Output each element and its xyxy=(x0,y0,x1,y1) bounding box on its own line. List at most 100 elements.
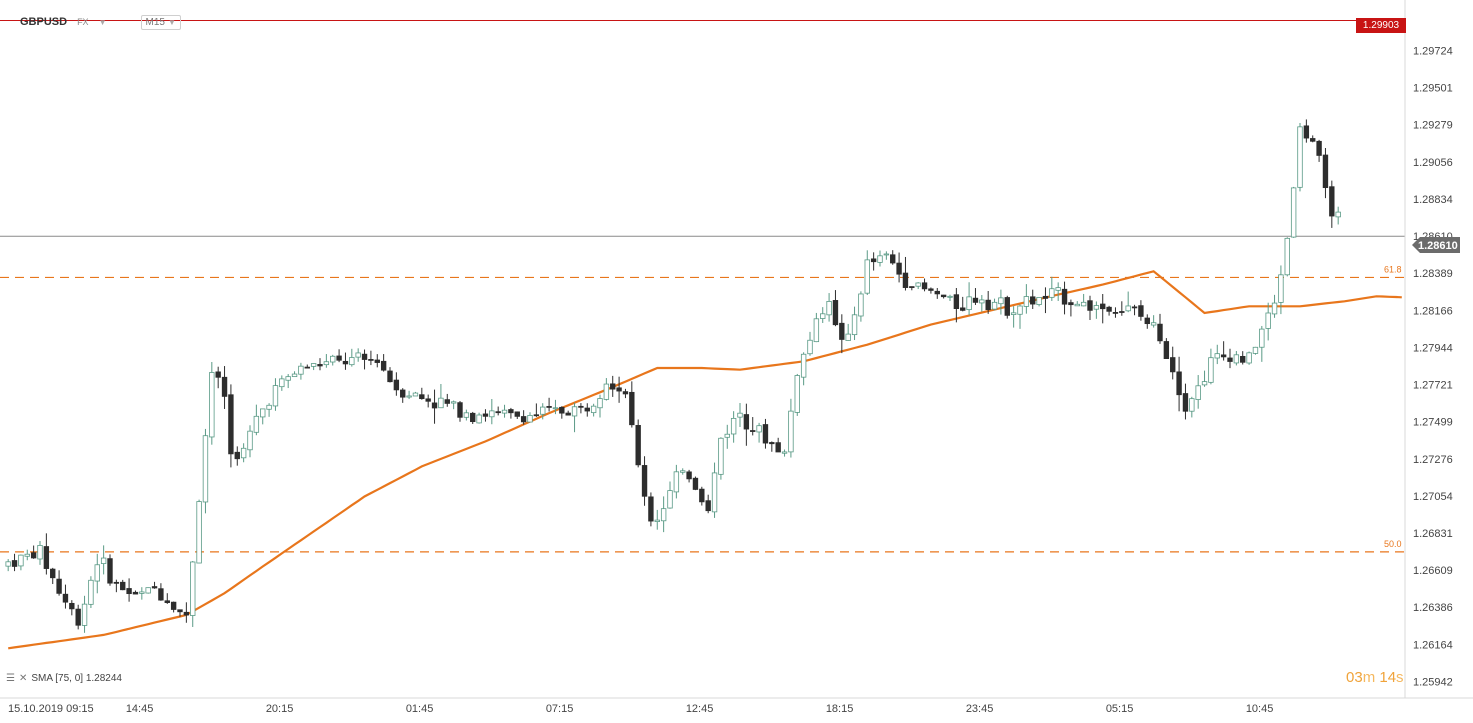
candle xyxy=(1329,180,1335,228)
candle-body xyxy=(1080,301,1087,307)
candle-body xyxy=(1322,154,1329,189)
candle-body xyxy=(660,508,667,522)
candle xyxy=(1170,346,1176,380)
settings-icon[interactable]: ☰ xyxy=(6,673,15,684)
candle-body xyxy=(571,406,578,417)
candle xyxy=(1119,301,1125,316)
indicator-legend: ☰ ✕ SMA [75, 0] 1.28244 xyxy=(6,673,122,684)
candle-body xyxy=(75,608,81,626)
candle xyxy=(1100,294,1106,324)
candle-body xyxy=(960,307,966,311)
candle-body xyxy=(145,587,151,594)
candle xyxy=(546,397,552,412)
horizontal-levels: 61.8 50.0 xyxy=(0,20,1405,553)
candle xyxy=(641,456,648,506)
candle-body xyxy=(463,412,470,418)
candle-body xyxy=(380,360,387,371)
candle xyxy=(648,492,654,527)
candle-body xyxy=(527,415,533,423)
candle xyxy=(126,578,132,602)
candle xyxy=(215,366,221,389)
candle xyxy=(1297,122,1303,192)
candle xyxy=(1049,276,1055,301)
candle-body xyxy=(629,391,635,426)
candle xyxy=(1042,287,1049,314)
candle-body xyxy=(641,465,648,497)
candle-body xyxy=(253,415,260,433)
candle-body xyxy=(387,370,393,383)
y-tick-label: 1.28389 xyxy=(1413,268,1453,280)
candle xyxy=(998,289,1004,315)
candle-body xyxy=(50,568,56,579)
candle xyxy=(177,609,183,617)
candle-body xyxy=(342,360,349,365)
candle xyxy=(387,367,393,383)
timeframe-selector[interactable]: M15 ▼ xyxy=(140,14,181,30)
candle xyxy=(590,403,597,417)
candle-body xyxy=(444,399,450,404)
y-tick-label: 1.27721 xyxy=(1413,380,1453,392)
close-icon[interactable]: ✕ xyxy=(18,673,28,684)
candle-body xyxy=(1087,300,1093,311)
x-tick-label: 15.10.2019 09:15 xyxy=(8,703,94,715)
candle-body xyxy=(1297,126,1303,188)
candle xyxy=(781,449,788,457)
candle xyxy=(896,252,902,283)
candle-body xyxy=(266,404,272,410)
candle xyxy=(1131,304,1138,316)
candle xyxy=(858,291,864,322)
symbol-label[interactable]: GBPUSD xyxy=(20,16,68,28)
candle xyxy=(272,378,279,411)
candle-body xyxy=(654,519,660,522)
candle xyxy=(1220,341,1227,361)
candle xyxy=(457,400,463,422)
candle-body xyxy=(947,295,953,298)
candle xyxy=(909,286,915,291)
candle-body xyxy=(234,451,240,460)
candle xyxy=(1068,299,1074,317)
candle-body xyxy=(826,301,832,316)
candle xyxy=(30,545,37,559)
candle-body xyxy=(565,412,571,416)
candle xyxy=(393,372,400,396)
candle-body xyxy=(635,425,641,466)
candle-body xyxy=(832,300,839,326)
candle-body xyxy=(304,366,310,369)
y-tick-label: 1.28166 xyxy=(1413,305,1453,317)
chevron-down-icon[interactable]: ▼ xyxy=(98,17,107,27)
candle-body xyxy=(883,253,890,256)
candle xyxy=(368,350,374,366)
candle-body xyxy=(705,500,711,512)
candle xyxy=(1055,282,1061,301)
candle xyxy=(1303,119,1310,143)
candle-body xyxy=(559,406,565,414)
candle xyxy=(1290,186,1297,238)
candle xyxy=(158,583,164,601)
candle-body xyxy=(126,588,132,595)
candle-body xyxy=(991,301,998,310)
candle-body xyxy=(667,490,673,509)
candle-body xyxy=(37,545,43,560)
candle xyxy=(705,494,711,514)
candle xyxy=(1271,294,1278,318)
candle-body xyxy=(1017,305,1023,315)
candle xyxy=(5,559,11,572)
candle xyxy=(310,363,317,371)
candle-body xyxy=(209,372,215,438)
candle xyxy=(1163,338,1170,359)
candle-body xyxy=(1316,140,1322,156)
candle-body xyxy=(1023,296,1030,307)
candle-body xyxy=(240,447,247,459)
candle xyxy=(1265,302,1271,341)
candle xyxy=(1157,313,1163,344)
candle-body xyxy=(762,424,769,444)
y-tick-label: 1.27054 xyxy=(1413,491,1453,503)
candle-body xyxy=(775,442,781,453)
candle xyxy=(1004,295,1010,319)
candle-body xyxy=(680,470,686,473)
candle-body xyxy=(400,389,406,398)
candle-body xyxy=(616,387,622,392)
candle xyxy=(730,411,737,443)
candle xyxy=(476,412,482,424)
